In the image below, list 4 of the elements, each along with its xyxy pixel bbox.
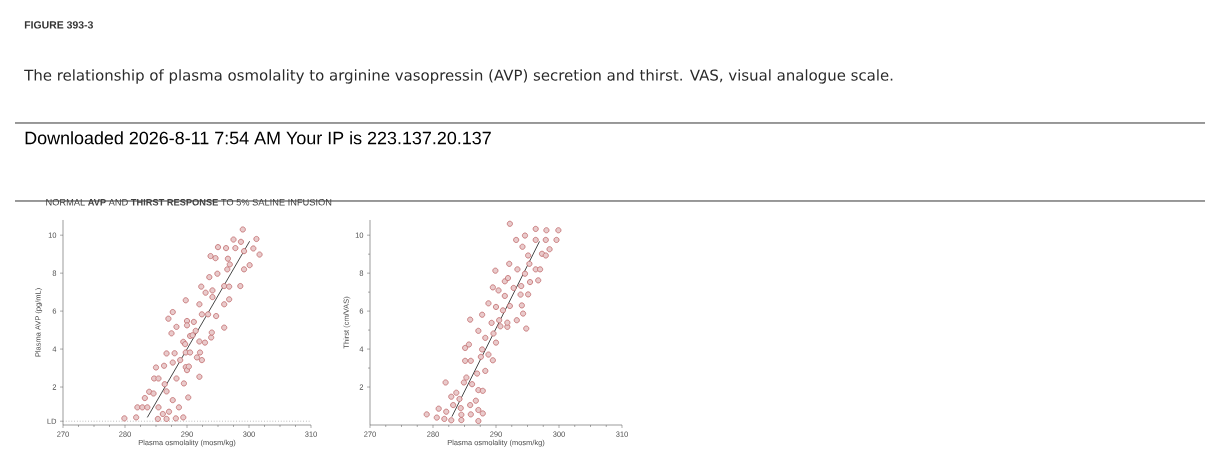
caption: FIGURE 393-3 — [24, 21, 93, 29]
text: The relationship of plasma osmolality to arginine vasopressin (AVP) secretion and thirst. VAS, visual analogue scale. — [24, 69, 893, 84]
text: Downloaded 2026-8-11 7:54 AM Your IP is 223.137.20.137 — [25, 131, 491, 145]
chart-title: NORMAL AVP AND THIRST RESPONSE TO 5% SALINE INFUSION — [46, 198, 332, 206]
